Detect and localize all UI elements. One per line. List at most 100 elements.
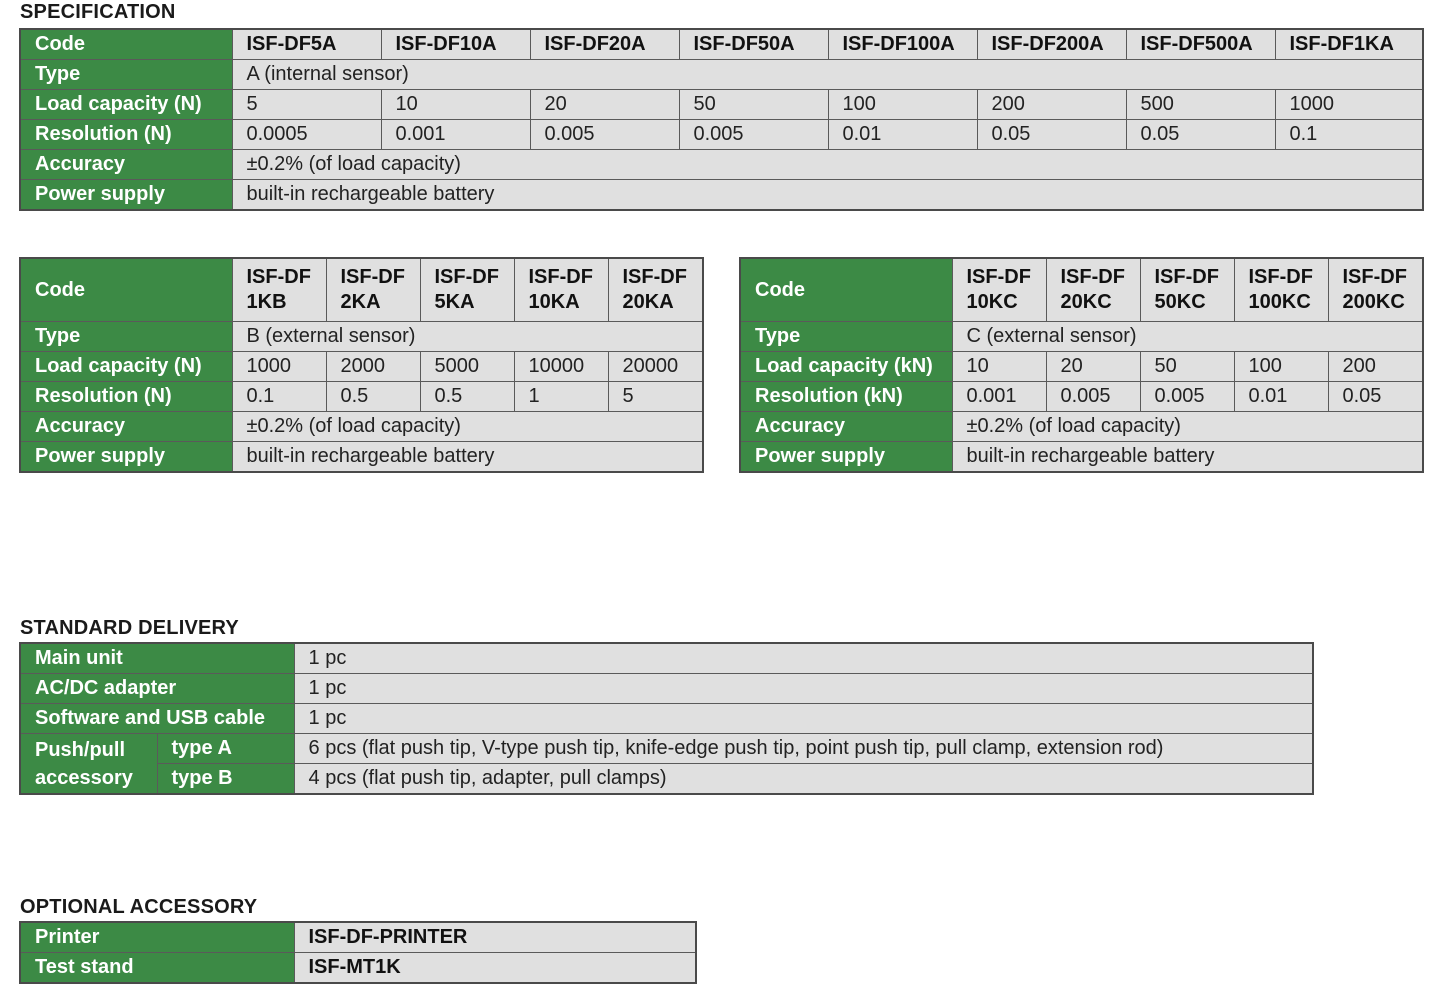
spec-table-a: Code ISF-DF5A ISF-DF10A ISF-DF20A ISF-DF…	[19, 28, 1424, 211]
accessory-code: ISF-MT1K	[293, 952, 697, 984]
standard-delivery-title: STANDARD DELIVERY	[20, 617, 239, 639]
spec-table-c: Code ISF-DF 10KC ISF-DF 20KC ISF-DF 50KC IS…	[739, 257, 1424, 473]
power-row: Power supply built-in rechargeable batte…	[19, 441, 704, 473]
model-code-line1: ISF-DF	[622, 266, 687, 288]
resolution-value: 0.001	[380, 119, 531, 150]
model-code-line1: ISF-DF	[1248, 266, 1313, 288]
model-code: ISF-DF 20KC	[1045, 257, 1141, 322]
type-value: C (external sensor)	[951, 321, 1424, 352]
power-label: Power supply	[739, 441, 953, 473]
accessory-row: Printer ISF-DF-PRINTER	[19, 921, 697, 953]
optional-accessory-table: Printer ISF-DF-PRINTER Test stand ISF-MT…	[19, 921, 697, 984]
delivery-row: Push/pull accessory type A 6 pcs (flat pu…	[19, 733, 1314, 795]
code-label: Code	[739, 257, 953, 322]
resolution-value: 5	[607, 381, 704, 412]
delivery-item-qty: 1 pc	[293, 703, 1314, 734]
load-value: 5000	[419, 351, 515, 382]
code-row: Code ISF-DF 1KB ISF-DF 2KA ISF-DF 5KA ISF-D…	[19, 257, 704, 322]
model-code: ISF-DF50A	[678, 28, 829, 60]
resolution-value: 0.0005	[231, 119, 382, 150]
accessory-type-b-label: type B	[156, 763, 295, 795]
delivery-item-label: AC/DC adapter	[19, 673, 295, 704]
type-label: Type	[739, 321, 953, 352]
resolution-value: 0.05	[976, 119, 1127, 150]
load-row: Load capacity (N) 5 10 20 50 100 200 500…	[19, 89, 1424, 120]
load-value: 20000	[607, 351, 704, 382]
model-code: ISF-DF 10KC	[951, 257, 1047, 322]
specification-title: SPECIFICATION	[20, 1, 176, 23]
type-row: Type A (internal sensor)	[19, 59, 1424, 90]
model-code: ISF-DF5A	[231, 28, 382, 60]
resolution-value: 0.005	[678, 119, 829, 150]
accessory-group-label: Push/pull accessory	[19, 733, 158, 795]
accuracy-label: Accuracy	[739, 411, 953, 442]
model-code-line2: 50KC	[1154, 291, 1206, 313]
model-code-line2: 20KC	[1060, 291, 1112, 313]
load-value: 50	[1139, 351, 1235, 382]
delivery-row: type B 4 pcs (flat push tip, adapter, pu…	[20, 763, 1314, 795]
type-value: A (internal sensor)	[231, 59, 1424, 90]
power-row: Power supply built-in rechargeable batte…	[19, 179, 1424, 211]
accessory-label-line1: Push/pull	[35, 738, 125, 761]
load-label: Load capacity (kN)	[739, 351, 953, 382]
model-code-line1: ISF-DF	[528, 266, 593, 288]
model-code: ISF-DF500A	[1125, 28, 1276, 60]
model-code: ISF-DF 50KC	[1139, 257, 1235, 322]
model-code-line1: ISF-DF	[1060, 266, 1125, 288]
load-value: 20	[529, 89, 680, 120]
accuracy-label: Accuracy	[19, 149, 233, 180]
resolution-row: Resolution (N) 0.1 0.5 0.5 1 5	[19, 381, 704, 412]
model-code: ISF-DF 5KA	[419, 257, 515, 322]
load-value: 10	[380, 89, 531, 120]
type-label: Type	[19, 59, 233, 90]
type-label: Type	[19, 321, 233, 352]
load-value: 10	[951, 351, 1047, 382]
model-code-line1: ISF-DF	[1154, 266, 1219, 288]
delivery-item-qty: 1 pc	[293, 673, 1314, 704]
model-code-line2: 10KC	[966, 291, 1018, 313]
accessory-code: ISF-DF-PRINTER	[293, 921, 697, 953]
model-code: ISF-DF100A	[827, 28, 978, 60]
type-row: Type B (external sensor)	[19, 321, 704, 352]
resolution-value: 0.005	[1045, 381, 1141, 412]
accessory-type-a-label: type A	[156, 733, 295, 764]
accuracy-value: ±0.2% (of load capacity)	[231, 149, 1424, 180]
model-code: ISF-DF1KA	[1274, 28, 1424, 60]
optional-accessory-title: OPTIONAL ACCESSORY	[20, 896, 258, 918]
standard-delivery-table: Main unit 1 pc AC/DC adapter 1 pc Softwa…	[19, 642, 1315, 795]
model-code: ISF-DF 200KC	[1327, 257, 1424, 322]
model-code: ISF-DF 10KA	[513, 257, 609, 322]
power-value: built-in rechargeable battery	[231, 441, 704, 473]
accessory-label: Test stand	[19, 952, 295, 984]
model-code: ISF-DF200A	[976, 28, 1127, 60]
model-code-line2: 10KA	[528, 291, 580, 313]
accuracy-label: Accuracy	[19, 411, 233, 442]
accuracy-value: ±0.2% (of load capacity)	[231, 411, 704, 442]
resolution-label: Resolution (N)	[19, 381, 233, 412]
resolution-value: 0.1	[1274, 119, 1424, 150]
model-code-line2: 2KA	[340, 291, 381, 313]
model-code: ISF-DF 1KB	[231, 257, 327, 322]
code-row: Code ISF-DF 10KC ISF-DF 20KC ISF-DF 50KC IS…	[739, 257, 1424, 322]
accessory-label: Printer	[19, 921, 295, 953]
type-value: B (external sensor)	[231, 321, 704, 352]
delivery-row: Software and USB cable 1 pc	[19, 703, 1314, 734]
model-code-line1: ISF-DF	[340, 266, 405, 288]
resolution-row: Resolution (kN) 0.001 0.005 0.005 0.01 0…	[739, 381, 1424, 412]
accessory-type-b-value: 4 pcs (flat push tip, adapter, pull clam…	[293, 763, 1314, 795]
load-value: 200	[1327, 351, 1424, 382]
load-value: 200	[976, 89, 1127, 120]
load-value: 20	[1045, 351, 1141, 382]
model-code-line2: 5KA	[434, 291, 475, 313]
delivery-item-qty: 1 pc	[293, 642, 1314, 674]
accessory-type-a-value: 6 pcs (flat push tip, V-type push tip, k…	[293, 733, 1314, 764]
load-label: Load capacity (N)	[19, 351, 233, 382]
power-value: built-in rechargeable battery	[951, 441, 1424, 473]
resolution-value: 0.05	[1125, 119, 1276, 150]
spec-table-b: Code ISF-DF 1KB ISF-DF 2KA ISF-DF 5KA ISF-D…	[19, 257, 704, 473]
accuracy-row: Accuracy ±0.2% (of load capacity)	[739, 411, 1424, 442]
resolution-value: 0.05	[1327, 381, 1424, 412]
delivery-row: Main unit 1 pc	[19, 642, 1314, 674]
type-row: Type C (external sensor)	[739, 321, 1424, 352]
accuracy-value: ±0.2% (of load capacity)	[951, 411, 1424, 442]
